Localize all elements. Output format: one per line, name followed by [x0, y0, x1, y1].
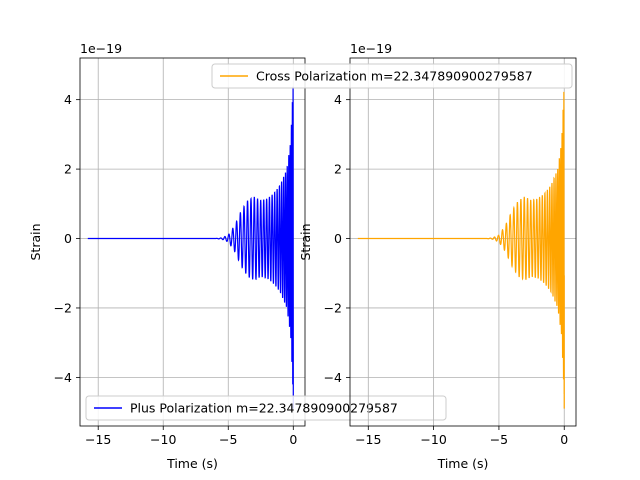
- y-tick-label: 2: [64, 162, 72, 177]
- y-tick-label: −4: [324, 370, 342, 385]
- y-tick-label: 0: [64, 231, 72, 246]
- x-tick-label: 0: [560, 432, 568, 447]
- x-axis-label: Time (s): [437, 456, 489, 471]
- offset-text: 1e−19: [350, 41, 392, 56]
- legend-label: Plus Polarization m=22.347890900279587: [130, 401, 398, 416]
- y-tick-label: −2: [324, 300, 342, 315]
- series-line: [87, 86, 294, 409]
- x-tick-label: −5: [490, 432, 508, 447]
- left-panel-plus: −15 −10 −5 0 −4 −2 0 2 4 Time (s) Strain 1e−19 Plus …: [28, 41, 447, 471]
- x-tick-label: −10: [150, 432, 176, 447]
- legend-label: Cross Polarization m=22.347890900279587: [256, 69, 533, 84]
- x-tick-label: −5: [219, 432, 237, 447]
- right-panel-cross: −15 −10 −5 0 −4 −2 0 2 4 Time (s) Strain 1e−19 Cross…: [211, 41, 577, 471]
- x-tick-label: −15: [355, 432, 381, 447]
- y-tick-label: 4: [334, 92, 342, 107]
- legend-box: [85, 395, 447, 421]
- x-tick-label: −15: [85, 432, 111, 447]
- y-tick-label: −2: [54, 300, 72, 315]
- legend-box: [211, 63, 573, 89]
- y-tick-label: −4: [54, 370, 72, 385]
- legend: Cross Polarization m=22.347890900279587: [211, 63, 573, 89]
- offset-text: 1e−19: [80, 41, 122, 56]
- x-tick-label: 0: [289, 432, 297, 447]
- y-tick-label: 0: [334, 231, 342, 246]
- x-tick-label: −10: [420, 432, 446, 447]
- y-tick-label: 4: [64, 92, 72, 107]
- y-axis-label: Strain: [298, 223, 313, 260]
- axes-frame: [79, 57, 306, 427]
- legend: Plus Polarization m=22.347890900279587: [85, 395, 447, 421]
- axes-frame: [349, 57, 577, 427]
- x-axis-label: Time (s): [166, 456, 218, 471]
- series-line: [357, 91, 565, 409]
- y-tick-label: 2: [334, 162, 342, 177]
- y-axis-label: Strain: [28, 223, 43, 260]
